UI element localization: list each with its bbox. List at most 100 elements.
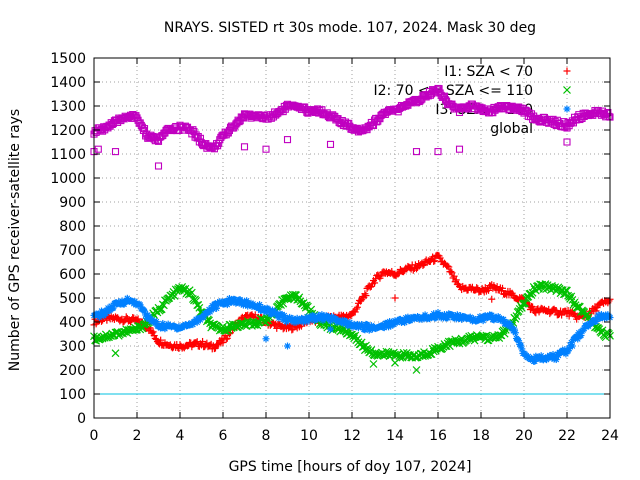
mark-i2-70-sza-110 xyxy=(187,288,196,297)
y-tick-label: 0 xyxy=(77,411,86,427)
x-tick-label: 18 xyxy=(472,428,490,444)
y-tick-label: 400 xyxy=(59,315,86,331)
y-tick-label: 900 xyxy=(59,195,86,211)
x-tick-label: 0 xyxy=(90,428,99,444)
legend-marker xyxy=(563,86,571,94)
y-tick-labels: 0 100 200 300 400 500 600 700 800 900 1000 1100 1200… xyxy=(50,51,86,427)
legend-marker xyxy=(563,67,571,75)
mark-i1-sza-70 xyxy=(452,276,460,284)
x-tick-label: 2 xyxy=(133,428,142,444)
legend-marker xyxy=(563,105,571,113)
x-tick-label: 8 xyxy=(262,428,271,444)
mark-i1-sza-70 xyxy=(122,313,130,321)
outlier-mark xyxy=(369,360,378,368)
mark-i1-sza-70 xyxy=(103,316,111,324)
y-tick-label: 300 xyxy=(59,339,86,355)
mark-i1-sza-70 xyxy=(273,324,281,332)
mark-i1-sza-70 xyxy=(413,265,420,273)
x-tick-label: 4 xyxy=(176,428,185,444)
mark-i1-sza-70 xyxy=(529,303,537,311)
y-tick-label: 1500 xyxy=(50,51,86,67)
mark-i1-sza-70 xyxy=(430,257,438,265)
mark-i1-sza-70 xyxy=(499,284,506,292)
mark-i1-sza-70 xyxy=(473,284,481,292)
mark-i1-sza-70 xyxy=(605,297,613,305)
mark-i1-sza-70 xyxy=(157,336,165,344)
mark-global xyxy=(132,112,140,120)
x-tick-label: 22 xyxy=(558,428,576,444)
y-tick-label: 1100 xyxy=(50,147,86,163)
outlier-mark xyxy=(94,145,102,153)
mark-i1-sza-70 xyxy=(184,342,192,350)
outliers-1 xyxy=(391,294,496,303)
y-tick-label: 100 xyxy=(59,387,86,403)
x-axis-label: GPS time [hours of doy 107, 2024] xyxy=(229,459,472,475)
mark-i1-sza-70 xyxy=(211,344,219,352)
y-axis-label: Number of GPS receiver-satellite rays xyxy=(7,109,23,371)
mark-global xyxy=(440,92,449,100)
mark-i1-sza-70 xyxy=(219,339,227,347)
mark-i1-sza-70 xyxy=(223,334,231,342)
mark-i1-sza-70 xyxy=(419,262,427,270)
outlier-mark xyxy=(111,148,120,156)
x-tick-label: 24 xyxy=(601,428,619,444)
outlier-mark xyxy=(455,145,464,153)
y-tick-label: 800 xyxy=(59,219,86,235)
mark-i1-sza-70 xyxy=(353,303,361,311)
mark-i1-sza-70 xyxy=(377,272,385,280)
x-tick-label: 16 xyxy=(429,428,447,444)
mark-i1-sza-70 xyxy=(214,340,222,348)
x-tick-label: 6 xyxy=(219,428,228,444)
series-3 xyxy=(90,84,614,153)
mark-i1-sza-70 xyxy=(222,335,230,343)
series-marks xyxy=(90,84,614,374)
chart-title: NRAYS. SISTED rt 30s mode. 107, 2024. Ma… xyxy=(164,20,536,36)
mark-i1-sza-70 xyxy=(447,268,455,276)
x-tick-label: 10 xyxy=(300,428,318,444)
y-tick-label: 700 xyxy=(59,243,86,259)
mark-i3-sza-110 xyxy=(511,329,519,337)
mark-i1-sza-70 xyxy=(149,328,157,336)
mark-i1-sza-70 xyxy=(431,257,439,265)
y-tick-label: 1300 xyxy=(50,99,86,115)
mark-i1-sza-70 xyxy=(450,272,458,280)
y-tick-label: 1000 xyxy=(50,171,86,187)
outlier-mark xyxy=(488,295,496,303)
outlier-mark xyxy=(240,143,249,151)
x-tick-label: 20 xyxy=(515,428,533,444)
mark-i1-sza-70 xyxy=(493,283,501,291)
y-tick-label: 1200 xyxy=(50,123,86,139)
y-tick-label: 200 xyxy=(59,363,86,379)
outlier-mark xyxy=(111,349,120,358)
mark-i1-sza-70 xyxy=(288,326,296,334)
legend-label: global xyxy=(490,121,533,137)
mark-i1-sza-70 xyxy=(532,309,540,317)
x-tick-label: 14 xyxy=(386,428,404,444)
outlier-mark xyxy=(283,136,292,144)
mark-i1-sza-70 xyxy=(352,305,360,313)
legend-label: I2: 70 <= SZA <= 110 xyxy=(373,83,533,99)
y-tick-label: 600 xyxy=(59,267,86,283)
mark-global xyxy=(604,108,612,117)
mark-i1-sza-70 xyxy=(445,263,453,271)
outlier-mark xyxy=(391,358,399,367)
mark-i1-sza-70 xyxy=(199,337,207,345)
legend-label: I1: SZA < 70 xyxy=(444,64,533,80)
mark-global xyxy=(605,112,613,120)
mark-i1-sza-70 xyxy=(444,262,452,270)
x-tick-label: 12 xyxy=(343,428,361,444)
mark-i1-sza-70 xyxy=(351,308,359,316)
mark-i1-sza-70 xyxy=(362,292,370,300)
x-tick-labels: 0 2 4 6 8 10 12 14 16 18 20 22 24 xyxy=(90,428,619,444)
mark-i2-70-sza-110 xyxy=(129,325,138,334)
outlier-mark xyxy=(326,140,335,148)
mark-i1-sza-70 xyxy=(134,315,142,323)
mark-i1-sza-70 xyxy=(429,253,437,261)
y-tick-label: 500 xyxy=(59,291,86,307)
outlier-mark xyxy=(391,294,399,302)
mark-i1-sza-70 xyxy=(485,286,493,294)
outlier-mark xyxy=(154,162,163,170)
outlier-mark xyxy=(284,342,291,350)
y-tick-label: 1400 xyxy=(50,75,86,91)
